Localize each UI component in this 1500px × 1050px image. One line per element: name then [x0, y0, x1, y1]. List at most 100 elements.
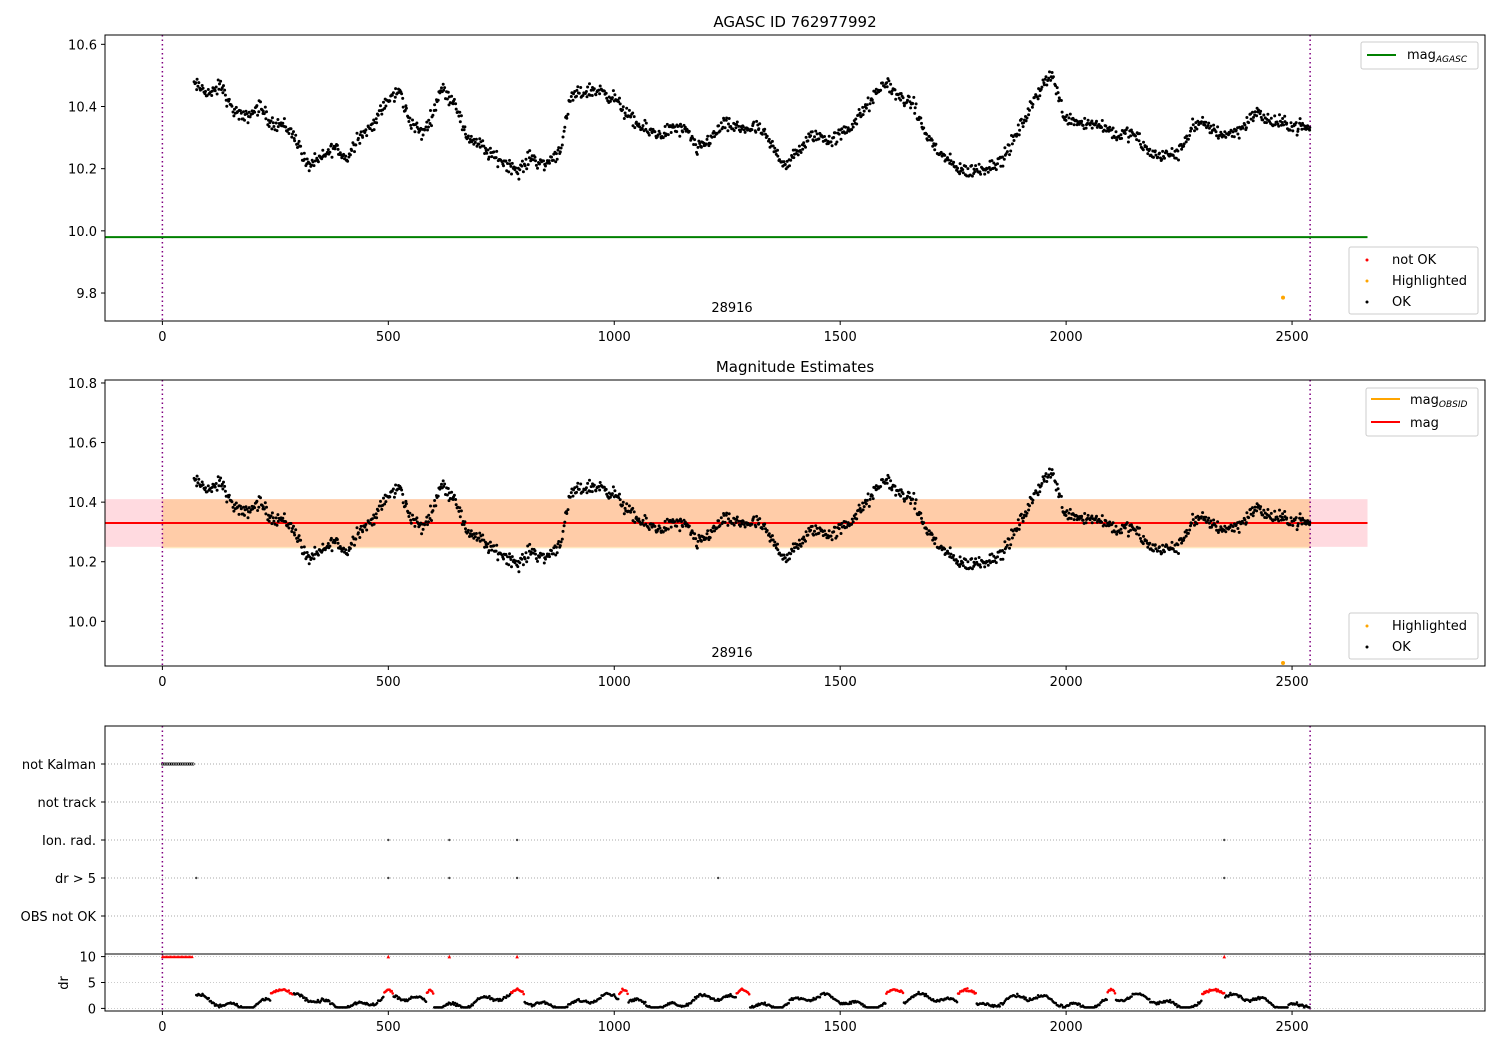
data-point [391, 91, 395, 95]
data-point [972, 167, 976, 171]
data-point [562, 524, 566, 528]
data-point [1282, 123, 1286, 127]
data-point [1115, 138, 1119, 142]
data-point [391, 487, 395, 491]
data-point [857, 108, 861, 111]
data-point [850, 128, 854, 132]
data-point [851, 125, 855, 129]
data-point [1051, 75, 1055, 79]
data-point [783, 162, 787, 166]
data-point [1115, 532, 1119, 536]
data-point [813, 135, 816, 139]
data-point [597, 88, 601, 92]
flag-point [180, 762, 184, 766]
data-point [883, 85, 887, 89]
data-point [472, 532, 476, 536]
data-point [1024, 119, 1028, 123]
data-point [804, 145, 807, 149]
data-point [1273, 114, 1277, 118]
data-point [1165, 150, 1169, 154]
data-point [1139, 537, 1142, 540]
data-point [445, 493, 449, 497]
data-point [271, 121, 275, 125]
data-point [719, 121, 723, 125]
dr-point [1295, 1001, 1299, 1004]
data-point [270, 522, 274, 526]
dr-point [924, 992, 928, 996]
data-point [305, 551, 309, 554]
data-point [913, 106, 917, 110]
data-point [952, 160, 956, 164]
dr-point [268, 999, 272, 1002]
data-point [961, 168, 965, 172]
data-point [1262, 508, 1266, 512]
dr-point [1308, 1006, 1311, 1009]
dr-point [521, 990, 524, 993]
data-point [613, 93, 617, 97]
data-point [907, 95, 911, 99]
data-point [329, 142, 333, 146]
data-point [1043, 474, 1047, 478]
data-point [1228, 131, 1232, 135]
x-tick-label: 1500 [824, 330, 857, 345]
flag-point [1223, 876, 1226, 880]
data-point [380, 112, 384, 116]
data-point [678, 134, 682, 138]
data-point [247, 110, 251, 114]
data-point [1152, 549, 1155, 553]
data-point [973, 170, 977, 174]
data-point [722, 513, 726, 517]
data-point [440, 482, 443, 486]
data-point [1126, 140, 1130, 144]
data-point [292, 524, 295, 528]
data-point [806, 533, 810, 537]
data-point [508, 162, 512, 166]
data-point [1001, 557, 1005, 561]
data-point [713, 529, 716, 533]
data-point [450, 490, 454, 494]
data-point [837, 132, 841, 136]
data-point [284, 520, 288, 524]
data-point [704, 536, 708, 540]
data-point [1145, 539, 1148, 543]
data-point [508, 555, 512, 559]
data-point [328, 544, 332, 548]
data-point [1294, 516, 1298, 520]
data-point [571, 98, 575, 102]
data-point [355, 526, 359, 530]
data-point [961, 171, 965, 175]
data-point [1191, 123, 1195, 127]
flag-point [187, 762, 191, 766]
data-point [225, 500, 229, 504]
dr-point [424, 1000, 428, 1003]
data-point [809, 134, 813, 138]
data-point [426, 128, 429, 132]
data-point [839, 532, 843, 535]
data-point [544, 164, 547, 168]
data-point [496, 558, 500, 562]
y-tick-label: 10.0 [68, 225, 97, 240]
data-point [861, 113, 865, 117]
data-point [242, 110, 245, 114]
data-point [459, 114, 463, 118]
dr-point [625, 989, 628, 993]
data-point [504, 552, 508, 556]
flag-point [448, 876, 451, 880]
data-point [554, 553, 558, 557]
data-point [1120, 136, 1124, 140]
data-point [446, 90, 450, 94]
data-point [589, 88, 593, 92]
data-point [576, 481, 580, 485]
data-point [424, 125, 428, 129]
data-point [846, 126, 850, 130]
data-point [1134, 528, 1137, 532]
data-point [1201, 511, 1205, 515]
data-point [379, 499, 382, 503]
data-point [281, 121, 285, 125]
data-point [1163, 550, 1166, 554]
highlighted-point [1281, 661, 1286, 665]
data-point [727, 512, 731, 516]
data-point [376, 113, 380, 117]
data-point [276, 118, 280, 121]
data-point [1142, 140, 1145, 144]
